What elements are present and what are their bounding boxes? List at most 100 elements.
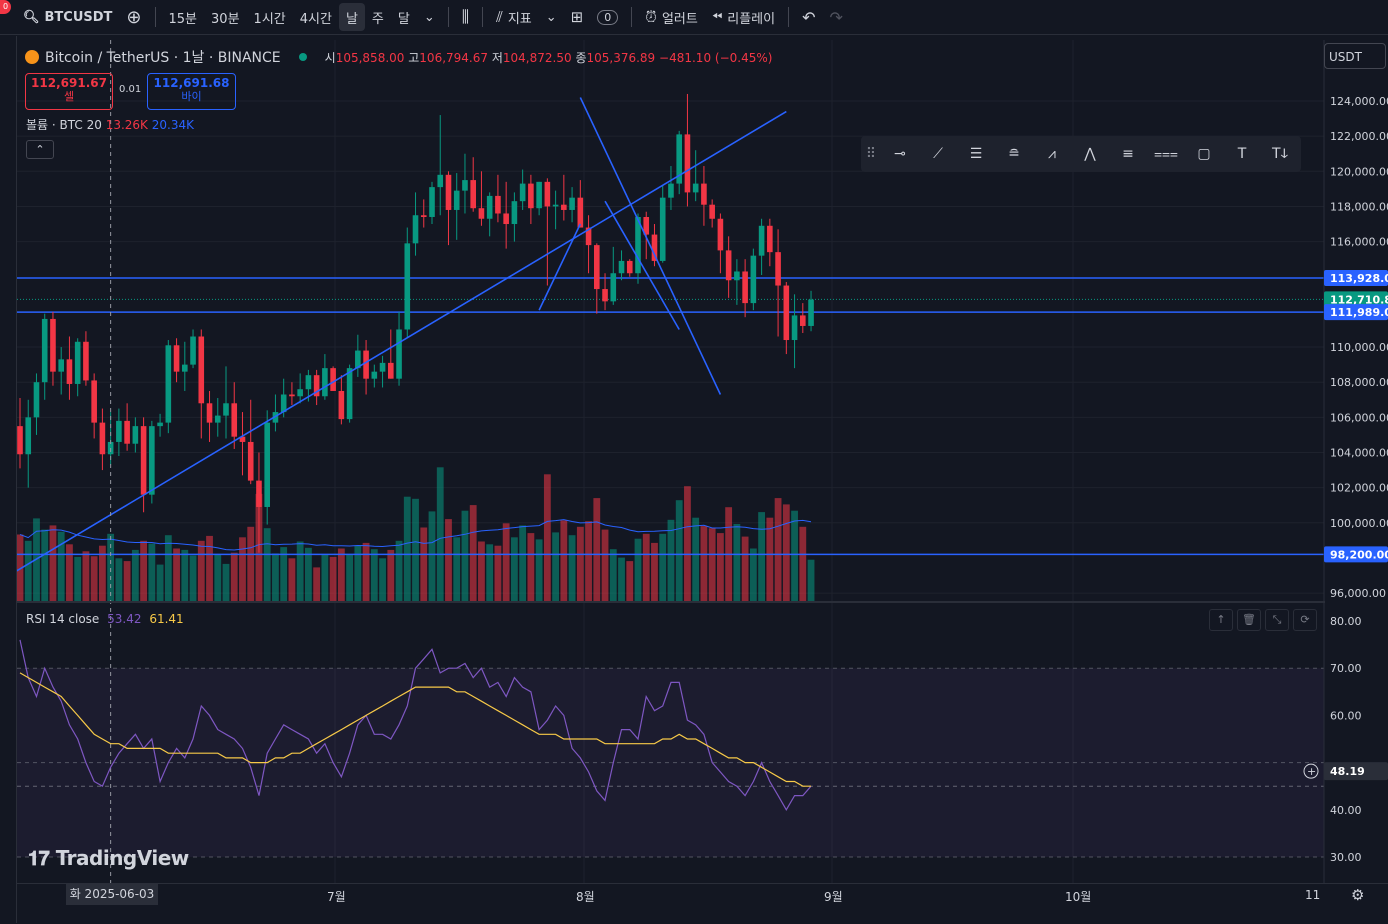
layouts-button[interactable]: ⊞ <box>564 0 591 34</box>
price-tick-label: 100,000.00 <box>1330 517 1388 530</box>
time-axis[interactable]: 7월 8월 9월 10월 11 ⚙︎ <box>17 883 1388 924</box>
tradingview-logo[interactable]: 𝟏𝟕 TradingView <box>28 846 189 870</box>
alert-button[interactable]: ⏰︎ 얼러트 <box>638 0 705 34</box>
horizontal-ray-icon[interactable]: ⊸ <box>894 146 906 162</box>
chart-settings-icon[interactable]: ⚙︎ <box>1351 886 1365 904</box>
buy-label: 바이 <box>181 90 202 103</box>
volume-bar <box>230 552 238 601</box>
drawing-floating-toolbar[interactable]: ⠿ ⊸ ⟋ ☰ ≘ ⩘ ⋀ ≡ ⩶ ▢ T Tↆ <box>861 136 1301 172</box>
chart-area[interactable]: 124,000.00 122,000.00 120,000.00 118,000.00… <box>11 40 1388 883</box>
interval-button[interactable]: 1시간 <box>253 11 286 27</box>
buy-button[interactable]: 112,691.68 바이 <box>147 73 236 110</box>
left-drawing-toolbar[interactable] <box>0 36 17 923</box>
candle-body <box>767 225 773 253</box>
price-tag-label: 98,200.00 <box>1330 548 1388 561</box>
pane-settings-icon[interactable]: ⟳ <box>1293 609 1317 631</box>
candle-body <box>247 441 254 481</box>
text-icon[interactable]: T <box>1237 146 1247 162</box>
collapse-legend-button[interactable]: ⌃ <box>26 140 54 159</box>
time-axis-label: 10월 <box>1065 890 1092 904</box>
time-axis-label: 9월 <box>824 890 843 904</box>
candle-body <box>140 426 147 495</box>
volume-bar <box>239 537 246 601</box>
interval-button[interactable]: 4시간 <box>299 11 332 27</box>
rsi-axis[interactable]: 80.00 70.00 60.00 40.00 30.00 <box>1330 615 1362 864</box>
rectangle-icon[interactable]: ▢ <box>1197 146 1211 162</box>
volume-bar <box>164 535 172 601</box>
abcd-pattern-icon[interactable]: ⋀ <box>1084 146 1096 162</box>
price-tick-label: 116,000.00 <box>1330 236 1388 249</box>
volume-bar <box>346 554 353 601</box>
layout-count-badge[interactable]: 0 <box>590 0 625 34</box>
volume-bar <box>354 545 362 601</box>
notification-badge[interactable]: 0 <box>0 0 11 14</box>
volume-value-2: 20.34K <box>151 118 194 132</box>
indicators-button[interactable]: ⫽ 지표 <box>489 0 539 34</box>
trash-icon[interactable]: 🗑︎ <box>1237 609 1261 631</box>
volume-bar <box>708 528 716 601</box>
rsi-legend[interactable]: RSI 14 close 53.42 61.41 <box>26 612 184 626</box>
volume-bar <box>395 540 403 601</box>
interval-selector: 15분 30분 1시간 4시간 날 주 달 <box>162 0 417 34</box>
volume-bar <box>280 547 288 601</box>
candle-body <box>758 225 765 256</box>
candle-body <box>783 285 790 341</box>
indicators-dropdown[interactable]: ⌄ <box>539 0 564 34</box>
chevron-down-icon: ⌄ <box>545 9 557 25</box>
candle-body <box>91 380 97 423</box>
candle-body <box>552 204 559 207</box>
fib-extension-icon[interactable]: ⩶ <box>1154 146 1178 162</box>
interval-button[interactable]: 30분 <box>211 11 240 27</box>
volume-bar <box>478 541 485 601</box>
trend-line-icon[interactable]: ⟋ <box>933 146 943 162</box>
interval-button[interactable]: 날 <box>338 3 365 31</box>
interval-button[interactable]: 15분 <box>168 11 198 27</box>
fib-retracement-icon[interactable]: ≡ <box>1122 146 1134 162</box>
price-tick-label: 108,000.00 <box>1330 376 1388 389</box>
volume-bars <box>16 467 815 601</box>
volume-ma-line <box>19 519 812 551</box>
horizontal-lines[interactable] <box>17 277 1324 556</box>
interval-dropdown-button[interactable]: ⌄ <box>417 0 442 34</box>
volume-bar <box>511 537 518 601</box>
redo-button[interactable]: ↷ <box>823 0 850 34</box>
volume-legend[interactable]: 볼륨 · BTC 20 13.26K 20.34K <box>26 116 194 133</box>
candle-body <box>313 375 320 397</box>
chart-type-button[interactable]: ⫼ <box>455 0 476 34</box>
interval-button[interactable]: 주 <box>371 11 384 27</box>
interval-button[interactable]: 달 <box>397 11 410 27</box>
move-pane-up-icon[interactable]: ↑ <box>1209 609 1233 631</box>
drag-handle-icon[interactable]: ⠿ <box>865 146 877 162</box>
alert-label: 얼러트 <box>661 11 698 27</box>
candle-body <box>602 289 608 302</box>
elliott-wave-icon[interactable]: ⩘ <box>1048 146 1056 162</box>
price-axis[interactable]: 124,000.00 122,000.00 120,000.00 118,000.00… <box>1330 95 1388 600</box>
volume-bar <box>329 556 337 601</box>
candle-body <box>322 368 328 397</box>
candle-body <box>116 420 122 442</box>
volume-bar <box>609 549 617 601</box>
volume-bar <box>428 511 436 601</box>
maximize-pane-icon[interactable]: ⤡ <box>1265 609 1289 631</box>
volume-bar <box>692 517 700 601</box>
volume-bar <box>24 540 32 601</box>
currency-selector[interactable]: USDT <box>1324 43 1386 69</box>
fib-fan-icon[interactable]: ≘ <box>1008 146 1020 162</box>
add-alert-icon[interactable] <box>1303 763 1319 779</box>
symbol-legend[interactable]: Bitcoin / TetherUS · 1날 · BINANCE 시105,8… <box>25 47 772 67</box>
sell-price: 112,691.67 <box>31 76 107 90</box>
symbol-search-button[interactable]: 🔍︎ BTCUSDT <box>16 0 119 34</box>
chart-canvas[interactable]: 124,000.00 122,000.00 120,000.00 118,000.00… <box>11 40 1388 883</box>
volume-bar <box>173 548 180 601</box>
volume-bar <box>758 512 765 601</box>
text-note-icon[interactable]: Tↆ <box>1272 146 1288 162</box>
volume-bar <box>618 557 625 601</box>
undo-button[interactable]: ↶ <box>795 0 822 34</box>
trend-line <box>579 97 722 395</box>
volume-bar <box>717 533 724 601</box>
sell-button[interactable]: 112,691.67 셀 <box>25 73 113 110</box>
parallel-channel-icon[interactable]: ☰ <box>969 146 983 162</box>
replay-button[interactable]: ⏪︎ 리플레이 <box>705 0 782 34</box>
trend-lines[interactable] <box>11 97 787 575</box>
compare-button[interactable]: ⊕ <box>119 0 148 34</box>
